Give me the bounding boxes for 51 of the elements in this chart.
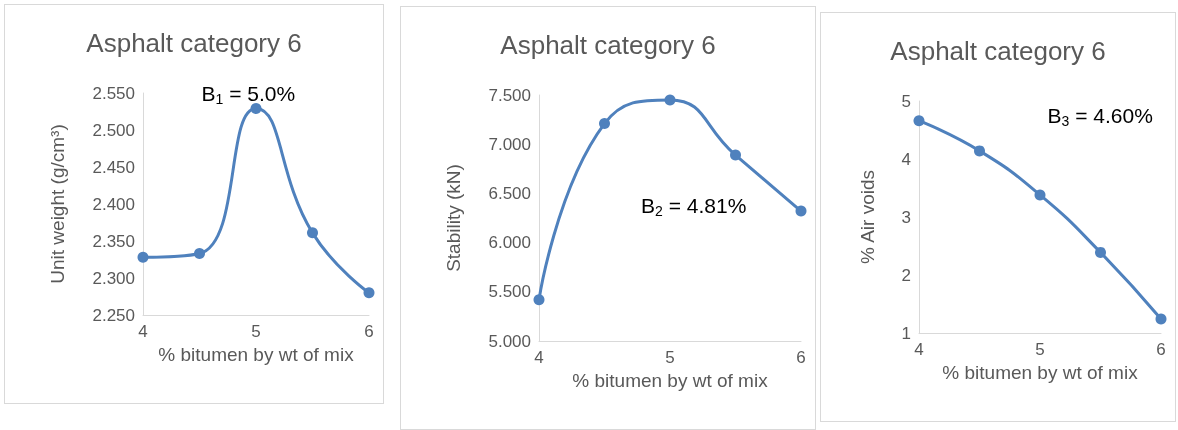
y-tick-label: 5.500 <box>488 282 531 302</box>
x-tick-label: 4 <box>914 340 924 359</box>
y-tick-label: 2.400 <box>92 194 135 214</box>
y-tick-label: 5 <box>901 91 911 111</box>
y-tick-label: 1 <box>901 323 911 343</box>
point <box>730 149 741 161</box>
point <box>194 248 205 260</box>
point <box>1155 313 1167 325</box>
x-tick-label: 5 <box>665 348 675 367</box>
y-tick-label: 3 <box>901 207 911 227</box>
y-tick-label: 7.500 <box>488 85 531 105</box>
y-tick-label: 6.000 <box>488 233 531 253</box>
chart-title: Asphalt category 6 <box>86 28 302 58</box>
y-tick-label: 2.550 <box>92 83 135 103</box>
y-tick-label: 2.500 <box>92 120 135 140</box>
point <box>307 227 318 239</box>
y-tick-label: 2 <box>901 265 911 285</box>
x-tick-label: 6 <box>796 348 806 367</box>
point <box>599 118 610 130</box>
y-axis-title: Stability (kN) <box>443 164 464 272</box>
point <box>974 145 985 157</box>
y-tick-label: 4 <box>901 149 911 169</box>
y-tick-label: 2.300 <box>92 268 135 288</box>
point <box>664 94 676 106</box>
x-tick-label: 5 <box>1035 340 1045 359</box>
x-tick-label: 6 <box>364 322 374 341</box>
x-tick-label: 5 <box>251 322 261 341</box>
point <box>137 251 149 263</box>
x-tick-label: 4 <box>534 348 544 367</box>
y-tick-label: 2.250 <box>92 305 135 325</box>
x-axis-title: % bitumen by wt of mix <box>942 362 1139 383</box>
point <box>250 103 262 115</box>
y-tick-label: 2.450 <box>92 157 135 177</box>
point <box>795 205 807 217</box>
y-axis-title: Unit weight (g/cm³) <box>47 124 68 284</box>
chart-title: Asphalt category 6 <box>890 36 1106 66</box>
y-tick-label: 6.500 <box>488 183 531 203</box>
y-tick-label: 5.000 <box>488 331 531 351</box>
point <box>913 115 925 127</box>
chart-title: Asphalt category 6 <box>500 30 716 60</box>
x-axis-title: % bitumen by wt of mix <box>572 370 769 391</box>
x-axis-title: % bitumen by wt of mix <box>158 344 355 365</box>
y-tick-label: 7.000 <box>488 134 531 154</box>
point <box>533 294 545 306</box>
x-tick-label: 4 <box>138 322 148 341</box>
y-tick-label: 2.350 <box>92 231 135 251</box>
y-axis-title: % Air voids <box>857 170 878 264</box>
point <box>363 287 375 299</box>
point <box>1034 189 1046 201</box>
point <box>1095 246 1106 258</box>
x-tick-label: 6 <box>1156 340 1166 359</box>
